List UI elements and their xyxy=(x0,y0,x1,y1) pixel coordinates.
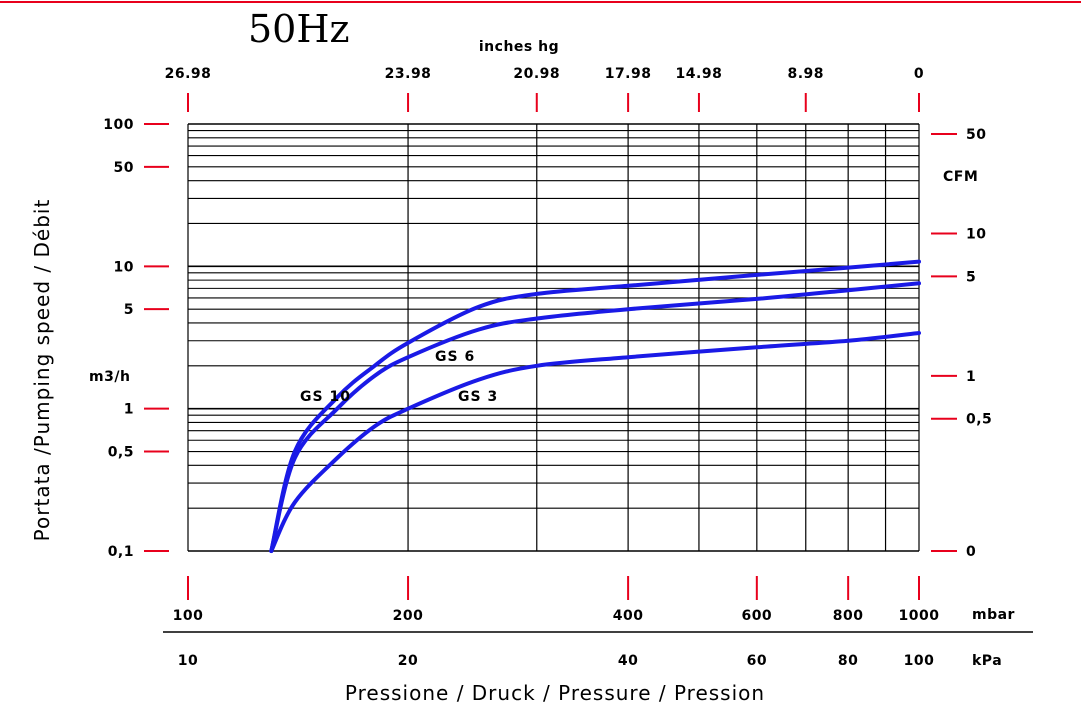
top-tick-label: 14.98 xyxy=(676,66,723,82)
kpa-tick-label: 40 xyxy=(618,653,638,669)
left-tick-label: 10 xyxy=(114,259,134,275)
mbar-tick-label: 600 xyxy=(741,608,772,624)
mbar-tick-label: 800 xyxy=(833,608,864,624)
right-axis-ticks: 50 10 5 1 0,5 0 xyxy=(931,127,992,560)
left-tick-label: 100 xyxy=(103,117,134,133)
kpa-tick-label: 10 xyxy=(178,653,198,669)
series-line-gs10 xyxy=(269,259,921,553)
top-axis-title: inches hg xyxy=(479,39,559,55)
kpa-tick-label: 60 xyxy=(747,653,767,669)
plot-grid xyxy=(187,123,920,552)
top-tick-label: 23.98 xyxy=(385,66,432,82)
top-tick-label: 17.98 xyxy=(605,66,652,82)
mbar-tick-label: 1000 xyxy=(899,608,940,624)
right-tick-label: 5 xyxy=(966,269,976,285)
kpa-tick-label: 100 xyxy=(904,653,935,669)
top-tick-label: 20.98 xyxy=(513,66,560,82)
left-tick-label: 5 xyxy=(124,302,134,318)
right-tick-label: 0,5 xyxy=(966,412,992,428)
series-label-gs6: GS 6 xyxy=(435,349,475,365)
left-axis-unit: m3/h xyxy=(89,369,130,385)
right-tick-label: 10 xyxy=(966,227,986,243)
series-line-gs6 xyxy=(269,281,921,553)
y-axis-title: Portata /Pumping speed / Débit xyxy=(30,199,54,542)
left-axis-ticks: 100 50 10 5 1 0,5 0,1 xyxy=(103,117,169,560)
top-axis-ticks: 26.98 23.98 20.98 17.98 14.98 8.98 0 xyxy=(165,66,924,112)
series-label-gs10: GS 10 xyxy=(300,389,351,405)
right-tick-label: 0 xyxy=(966,544,976,560)
kpa-tick-label: 20 xyxy=(398,653,418,669)
right-tick-label: 1 xyxy=(966,369,976,385)
series-label-gs3: GS 3 xyxy=(458,389,498,405)
series-line-gs3 xyxy=(269,331,921,553)
kpa-unit: kPa xyxy=(972,653,1002,669)
kpa-tick-label: 80 xyxy=(838,653,858,669)
mbar-tick-label: 100 xyxy=(173,608,204,624)
left-tick-label: 1 xyxy=(124,402,134,418)
chart-title: 50Hz xyxy=(248,7,350,51)
left-tick-label: 0,5 xyxy=(108,445,134,461)
right-tick-label: 50 xyxy=(966,127,986,143)
x-axis-title: Pressione / Druck / Pressure / Pression xyxy=(345,681,765,705)
series-curves xyxy=(269,259,921,553)
left-tick-label: 50 xyxy=(114,160,134,176)
left-tick-label: 0,1 xyxy=(108,544,134,560)
top-tick-label: 0 xyxy=(914,66,924,82)
bottom-axis-ticks: 100 200 400 600 800 1000 10 20 40 60 80 100 xyxy=(173,576,940,669)
top-tick-label: 8.98 xyxy=(787,66,824,82)
mbar-tick-label: 200 xyxy=(393,608,424,624)
mbar-unit: mbar xyxy=(972,607,1015,623)
mbar-tick-label: 400 xyxy=(613,608,644,624)
top-tick-label: 26.98 xyxy=(165,66,212,82)
right-axis-unit: CFM xyxy=(943,169,978,185)
